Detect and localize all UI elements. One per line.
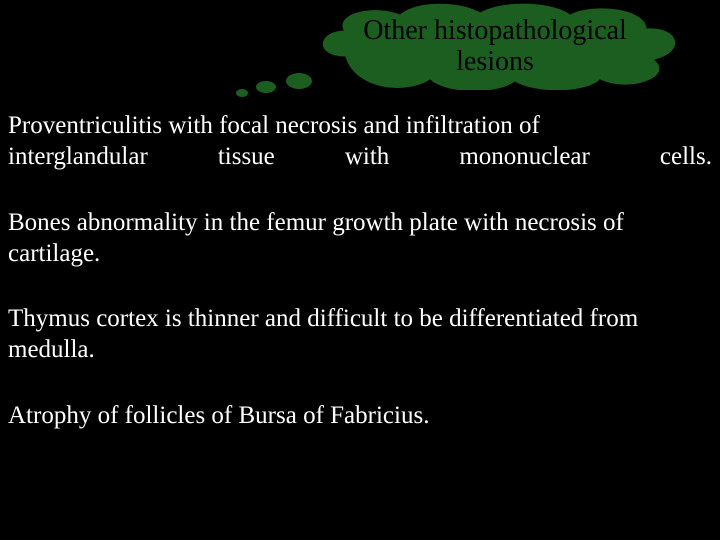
cloud-trail-2 <box>255 80 277 94</box>
para1-w5: cells. <box>660 141 712 172</box>
slide-title: Other histopathological lesions <box>305 16 685 78</box>
title-line-1: Other histopathological <box>363 15 627 46</box>
para1-line2: interglandular tissue with mononuclear c… <box>8 141 712 172</box>
cloud-trail-3 <box>235 88 249 98</box>
content-area: Proventriculitis with focal necrosis and… <box>8 110 712 465</box>
para1-w3: with <box>345 141 389 172</box>
paragraph-1: Proventriculitis with focal necrosis and… <box>8 110 712 173</box>
title-line-2: lesions <box>456 46 534 77</box>
paragraph-3: Thymus cortex is thinner and difficult t… <box>8 303 712 366</box>
title-cloud-container: Other histopathological lesions <box>235 2 715 97</box>
paragraph-2: Bones abnormality in the femur growth pl… <box>8 207 712 270</box>
paragraph-4: Atrophy of follicles of Bursa of Fabrici… <box>8 400 712 431</box>
para1-w4: mononuclear <box>459 141 590 172</box>
para1-w2: tissue <box>218 141 275 172</box>
para1-w1: interglandular <box>8 141 148 172</box>
para1-line1: Proventriculitis with focal necrosis and… <box>8 110 712 141</box>
